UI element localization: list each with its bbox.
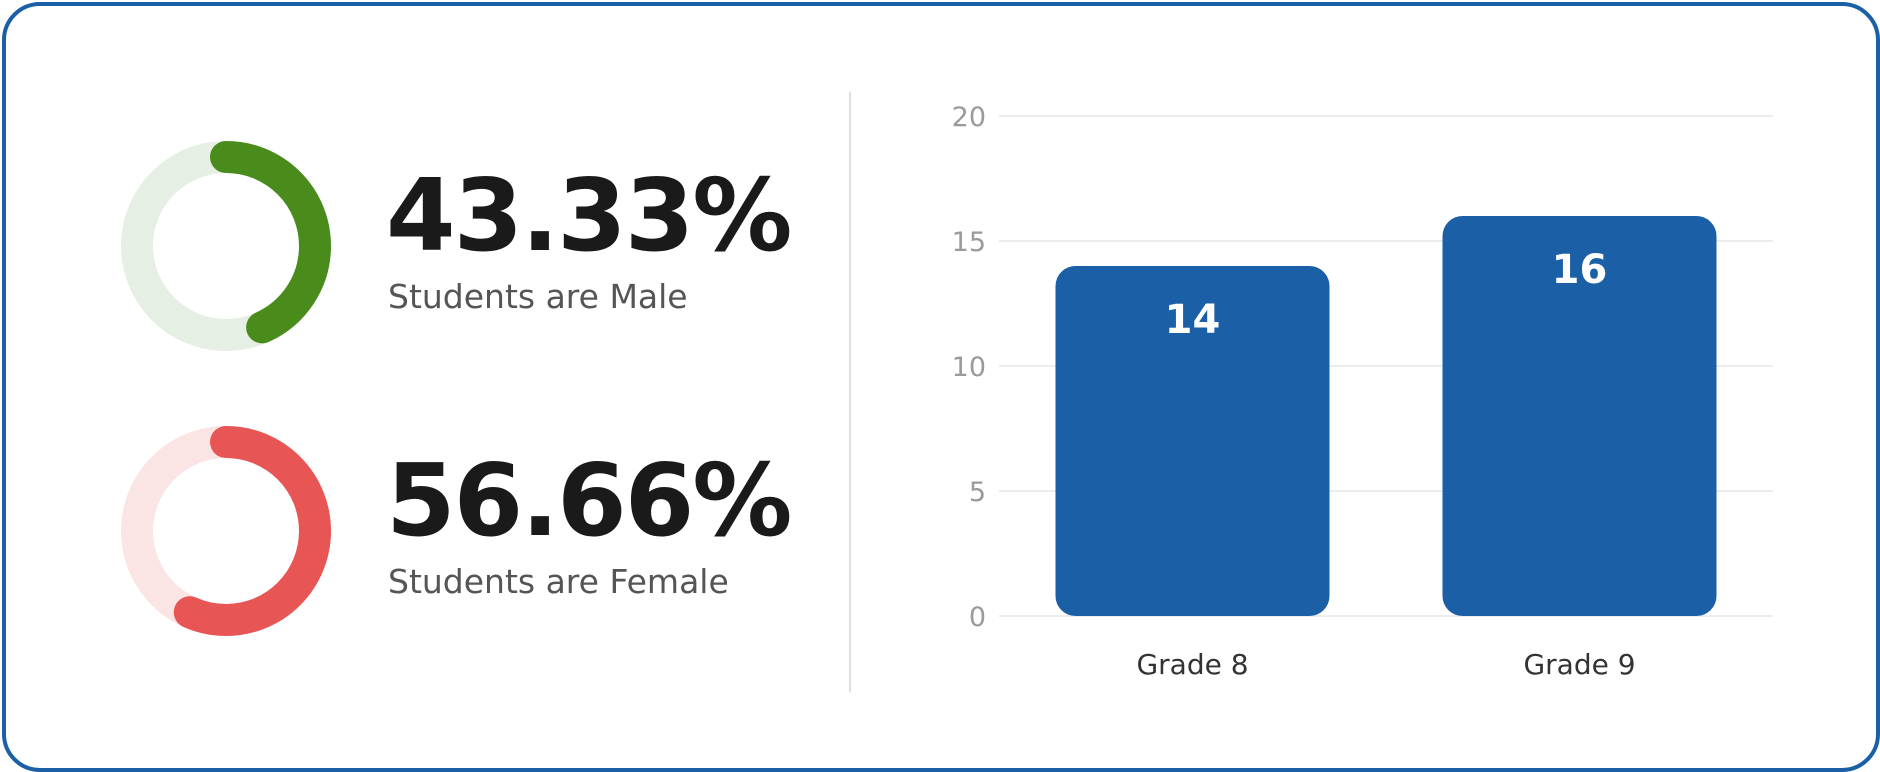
x-tick-label: Grade 8 <box>1136 648 1248 681</box>
male-label: Students are Male <box>388 277 688 316</box>
female-percentage: 56.66% <box>386 442 793 559</box>
bar-grade-9 <box>1442 216 1717 616</box>
female-stat: 56.66% Students are Female <box>116 421 816 641</box>
female-donut <box>121 426 331 636</box>
section-divider <box>849 92 851 692</box>
bar-value-label: 14 <box>1165 297 1221 343</box>
male-percentage: 43.33% <box>386 157 793 274</box>
male-stat: 43.33% Students are Male <box>116 136 816 356</box>
x-axis-ticks: Grade 8 Grade 9 <box>1136 648 1635 681</box>
grade-bar-chart: 0 5 10 15 20 14 16 Grade 8 Grade 9 <box>952 102 1773 681</box>
male-donut <box>121 141 331 351</box>
y-axis-ticks: 0 5 10 15 20 <box>952 102 986 633</box>
bars: 14 16 <box>1055 216 1717 616</box>
y-tick-label: 20 <box>952 102 986 133</box>
y-tick-label: 0 <box>969 602 986 633</box>
y-tick-label: 10 <box>952 352 986 383</box>
male-donut-arc <box>121 141 331 351</box>
bar-grade-8 <box>1055 266 1330 616</box>
female-label: Students are Female <box>388 562 729 601</box>
female-donut-arc <box>121 426 331 636</box>
bar-value-label: 16 <box>1552 247 1608 293</box>
x-tick-label: Grade 9 <box>1523 648 1635 681</box>
y-tick-label: 15 <box>952 227 986 258</box>
y-tick-label: 5 <box>969 477 986 508</box>
